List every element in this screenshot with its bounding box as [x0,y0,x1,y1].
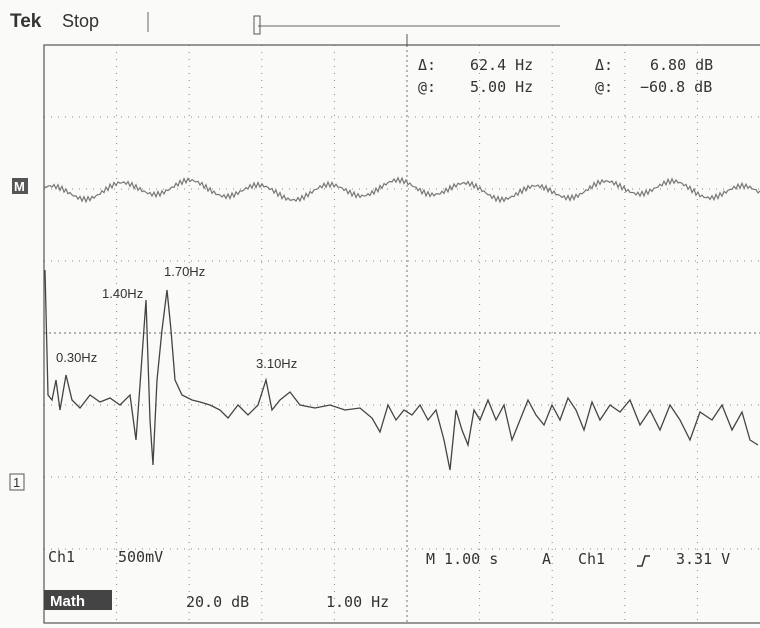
readout: 6.80 dB [650,56,713,74]
readout: @: [418,78,436,96]
peak-label: 1.70Hz [164,264,205,279]
status: A [542,550,551,568]
readout: Δ: [418,56,436,74]
status: 20.0 dB [186,593,249,611]
peak-label: 0.30Hz [56,350,97,365]
status: 3.31 V [676,550,730,568]
readout: 62.4 Hz [470,56,533,74]
readout: −60.8 dB [640,78,712,96]
status: M 1.00 s [426,550,498,568]
scope-screen: Tek Stop Δ: 62.4 Hz Δ: 6.80 dB @: 5.00 H… [0,0,760,628]
peak-label: 3.10Hz [256,356,297,371]
state: Stop [62,11,99,31]
readout: @: [595,78,613,96]
readout: 5.00 Hz [470,78,533,96]
readout: Δ: [595,56,613,74]
status: Ch1 [578,550,605,568]
status: 500mV [118,548,163,566]
ch1-marker-label: 1 [13,475,20,490]
math-marker-label: M [14,179,25,194]
status: Ch1 [48,548,75,566]
peak-label: 1.40Hz [102,286,143,301]
status: 1.00 Hz [326,593,389,611]
status: Math [50,593,85,610]
brand: Tek [10,11,42,32]
